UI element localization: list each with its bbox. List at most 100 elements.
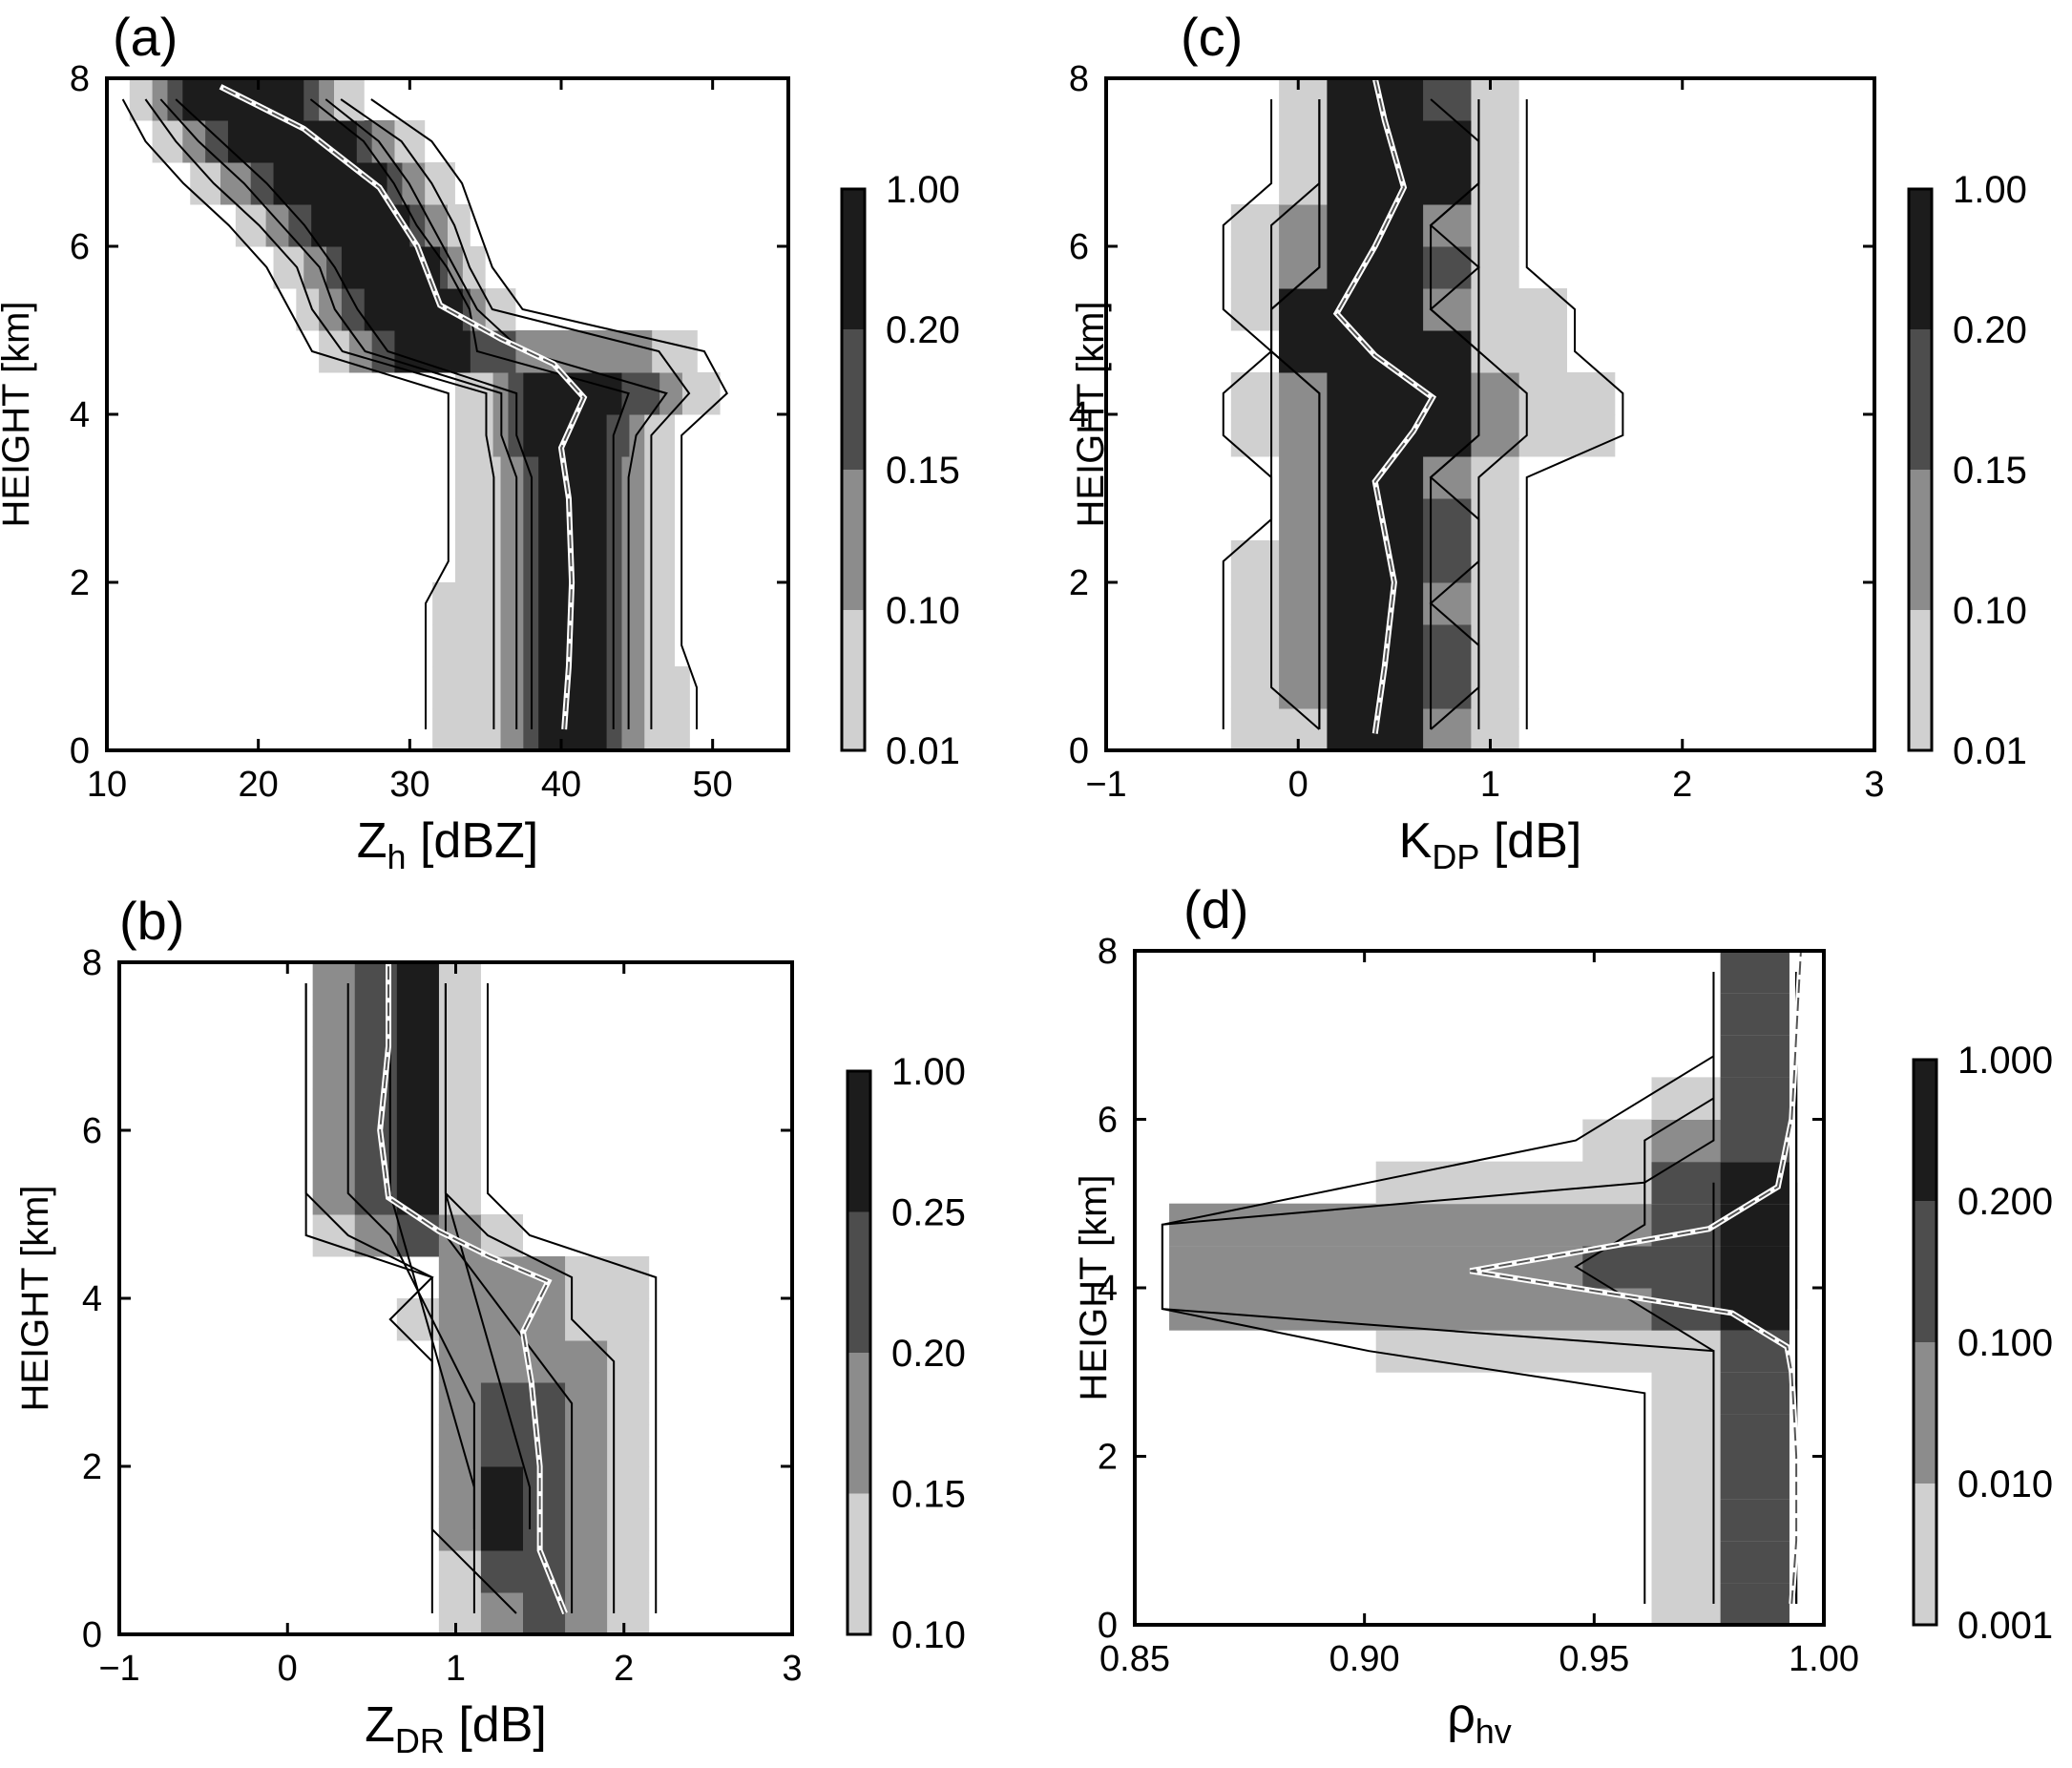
- contour-line: [1525, 99, 1624, 729]
- frequency-cell: [480, 1424, 566, 1467]
- x-tick-label: −1: [98, 1649, 139, 1689]
- frequency-cell: [1327, 540, 1424, 583]
- frequency-cell: [1327, 498, 1424, 541]
- colorbar-label: 0.100: [1957, 1322, 2053, 1364]
- y-tick-label: 4: [1069, 395, 1089, 435]
- colorbar-label: 0.001: [1957, 1605, 2053, 1647]
- y-tick-label: 6: [82, 1111, 102, 1151]
- colorbar-segment: [842, 470, 865, 610]
- frequency-cell: [1327, 372, 1472, 415]
- x-axis-label-unit: [dBZ]: [407, 813, 539, 869]
- y-tick-label: 0: [1098, 1606, 1118, 1646]
- y-tick-label: 2: [1098, 1438, 1118, 1478]
- x-tick-label: 3: [782, 1649, 802, 1689]
- colorbar-label: 0.10: [891, 1614, 966, 1656]
- frequency-cell: [1327, 624, 1424, 667]
- y-tick-label: 0: [1069, 731, 1089, 771]
- colorbar-segment: [1914, 1342, 1936, 1484]
- frequency-cell: [1720, 1456, 1789, 1500]
- y-tick-label: 4: [82, 1279, 102, 1319]
- colorbar-label: 0.20: [891, 1333, 966, 1375]
- contour-line: [144, 98, 495, 729]
- colorbar-segment: [1914, 1060, 1936, 1201]
- colorbar-segment: [1909, 610, 1932, 750]
- frequency-cell: [396, 1046, 439, 1089]
- frequency-cell: [273, 162, 387, 205]
- x-axis-label-main: Z: [365, 1697, 395, 1753]
- x-axis-label-main: K: [1399, 813, 1433, 869]
- y-axis-label: HEIGHT [km]: [14, 1185, 56, 1411]
- y-tick-label: 4: [70, 395, 90, 435]
- y-tick-label: 2: [70, 563, 90, 603]
- colorbar-label: 0.10: [1953, 590, 2027, 632]
- x-tick-label: 10: [87, 765, 127, 805]
- frequency-cell: [1720, 1035, 1789, 1078]
- colorbar-frame: [846, 1069, 872, 1636]
- plot-area: [304, 962, 658, 1634]
- panel-label: (d): [1183, 879, 1248, 939]
- x-tick-label: 0.90: [1329, 1639, 1400, 1679]
- y-tick-label: 8: [1069, 59, 1089, 99]
- colorbar-segment: [848, 1211, 870, 1353]
- x-axis-label-subscript: DR: [395, 1721, 445, 1760]
- x-axis-label-unit: [dB]: [1479, 813, 1581, 869]
- contour-line: [121, 98, 450, 729]
- contour-line: [444, 983, 532, 1529]
- contour-line: [159, 98, 518, 729]
- y-tick-label: 0: [70, 731, 90, 771]
- frequency-cell: [1720, 1330, 1789, 1373]
- contour-line: [1477, 99, 1528, 729]
- colorbar-frame: [1907, 187, 1934, 752]
- contour-line: [1270, 99, 1321, 729]
- colorbar-label: 1.000: [1957, 1040, 2053, 1082]
- x-tick-label: 40: [541, 765, 581, 805]
- x-axis-label: ZDR [dB]: [365, 1697, 547, 1760]
- x-axis-label-subscript: h: [387, 837, 407, 876]
- x-tick-label: 0.85: [1099, 1639, 1170, 1679]
- colorbar-label: 0.010: [1957, 1463, 2053, 1505]
- frequency-cell: [1327, 582, 1424, 625]
- frequency-cell: [1720, 1498, 1789, 1542]
- colorbar-label: 0.200: [1957, 1181, 2053, 1223]
- frequency-cell: [480, 1508, 523, 1551]
- x-tick-label: 1: [446, 1649, 466, 1689]
- contour-line: [304, 983, 475, 1613]
- colorbar-segment: [848, 1493, 870, 1634]
- median-profile-dash: [1335, 78, 1434, 734]
- frequency-cell: [1720, 993, 1789, 1036]
- colorbar-segment: [842, 329, 865, 470]
- colorbar-segment: [1909, 189, 1932, 329]
- frequency-cell: [396, 962, 439, 1005]
- frequency-cell: [1720, 1372, 1789, 1415]
- frequency-cell: [396, 1214, 439, 1257]
- x-axis-label-main: ρ: [1447, 1688, 1476, 1743]
- x-tick-label: 30: [389, 765, 429, 805]
- frequency-cell: [1720, 1119, 1789, 1163]
- frequency-cell: [1720, 951, 1789, 994]
- y-tick-label: 2: [1069, 563, 1089, 603]
- colorbar-frame: [1912, 1058, 1938, 1627]
- plot-area: [1161, 951, 1804, 1625]
- colorbar-label: 0.25: [891, 1192, 966, 1234]
- frequency-cell: [1327, 666, 1424, 709]
- colorbar-segment: [1914, 1484, 1936, 1625]
- x-axis-label-subscript: hv: [1476, 1712, 1512, 1751]
- colorbar-segment: [848, 1071, 870, 1212]
- plot-area: [1222, 78, 1624, 750]
- colorbar-segment: [848, 1353, 870, 1494]
- frequency-cell: [1279, 288, 1424, 331]
- frequency-cell: [1720, 1540, 1789, 1584]
- contour-line: [370, 98, 728, 729]
- contour-line: [324, 98, 668, 729]
- x-tick-label: 2: [1672, 765, 1692, 805]
- panel-label: (a): [113, 7, 178, 67]
- frequency-cell: [538, 666, 607, 709]
- colorbar-frame: [840, 187, 867, 752]
- y-axis-label: HEIGHT [km]: [0, 301, 37, 527]
- frequency-cell: [438, 1298, 566, 1341]
- contour-line: [1574, 972, 1715, 1604]
- frequency-cell: [1720, 1077, 1789, 1120]
- x-tick-label: 0.95: [1559, 1639, 1629, 1679]
- colorbar-segment: [1909, 329, 1932, 470]
